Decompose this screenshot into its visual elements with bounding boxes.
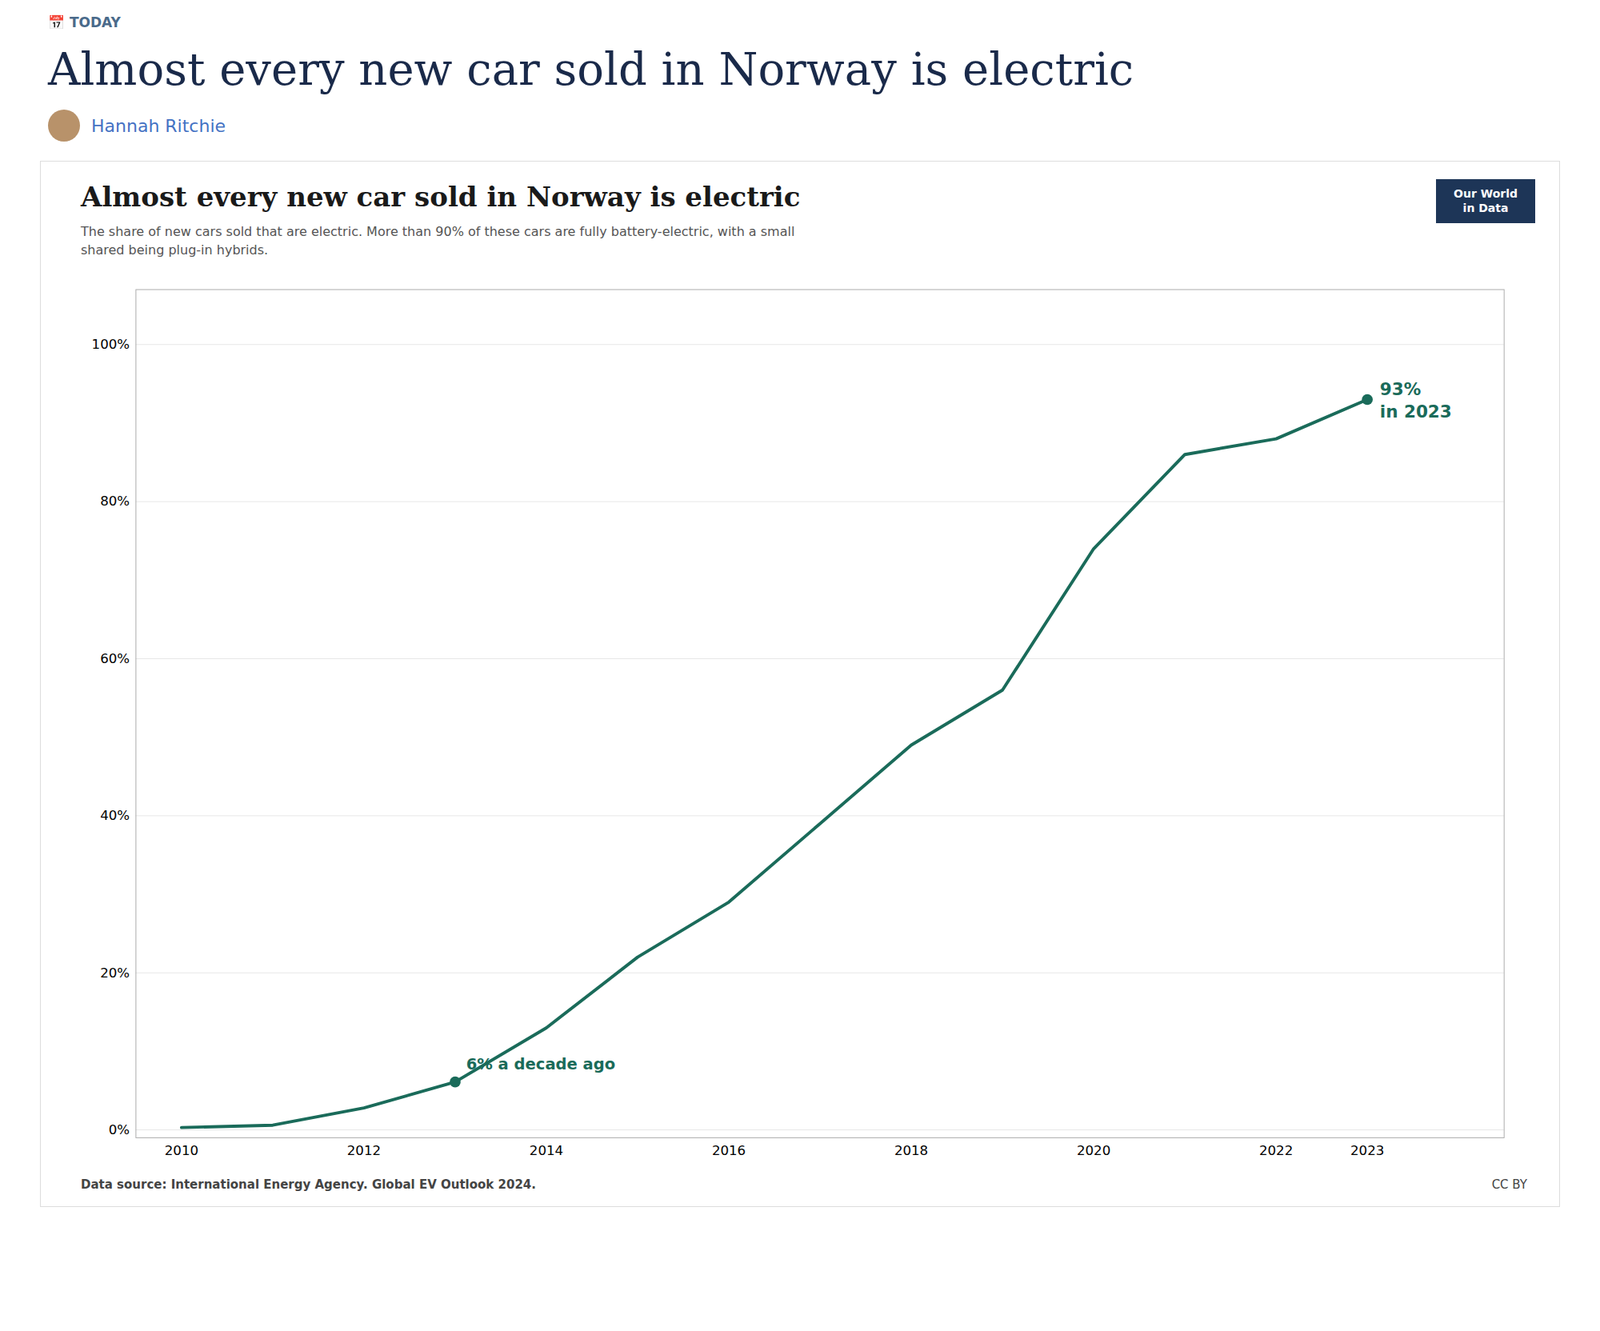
svg-text:2018: 2018 [894,1143,928,1159]
svg-text:2016: 2016 [712,1143,746,1159]
svg-text:2020: 2020 [1076,1143,1111,1159]
svg-text:100%: 100% [92,336,130,352]
html-text:Hannah Ritchie: Hannah Ritchie [91,115,226,136]
svg-text:2012: 2012 [347,1143,381,1159]
html-text:Almost every new car sold in N: Almost every new car sold in Norway is e… [80,180,801,213]
svg-text:60%: 60% [100,651,130,667]
html-text:Almost every new car sold in N: Almost every new car sold in Norway is e… [48,43,1134,96]
html-text:The share of new cars sold tha: The share of new cars sold that are elec… [80,224,795,258]
svg-text:20%: 20% [100,965,130,981]
svg-text:2010: 2010 [164,1143,199,1159]
svg-text:2022: 2022 [1259,1143,1293,1159]
svg-text:2014: 2014 [529,1143,564,1159]
svg-text:0%: 0% [108,1122,130,1138]
html-text:CC BY: CC BY [1491,1177,1528,1193]
svg-text:80%: 80% [100,494,130,510]
svg-text:93%in 2023: 93%in 2023 [1380,380,1452,423]
svg-text:40%: 40% [100,808,130,824]
svg-text:2023: 2023 [1350,1143,1384,1159]
html-text:📅 TODAY: 📅 TODAY [48,14,121,31]
svg-text:6% a decade ago: 6% a decade ago [466,1056,616,1075]
html-text:Data source: International Ene: Data source: International Energy Agency… [80,1177,536,1193]
html-text:Our World in Data: Our World in Data [1453,187,1518,214]
